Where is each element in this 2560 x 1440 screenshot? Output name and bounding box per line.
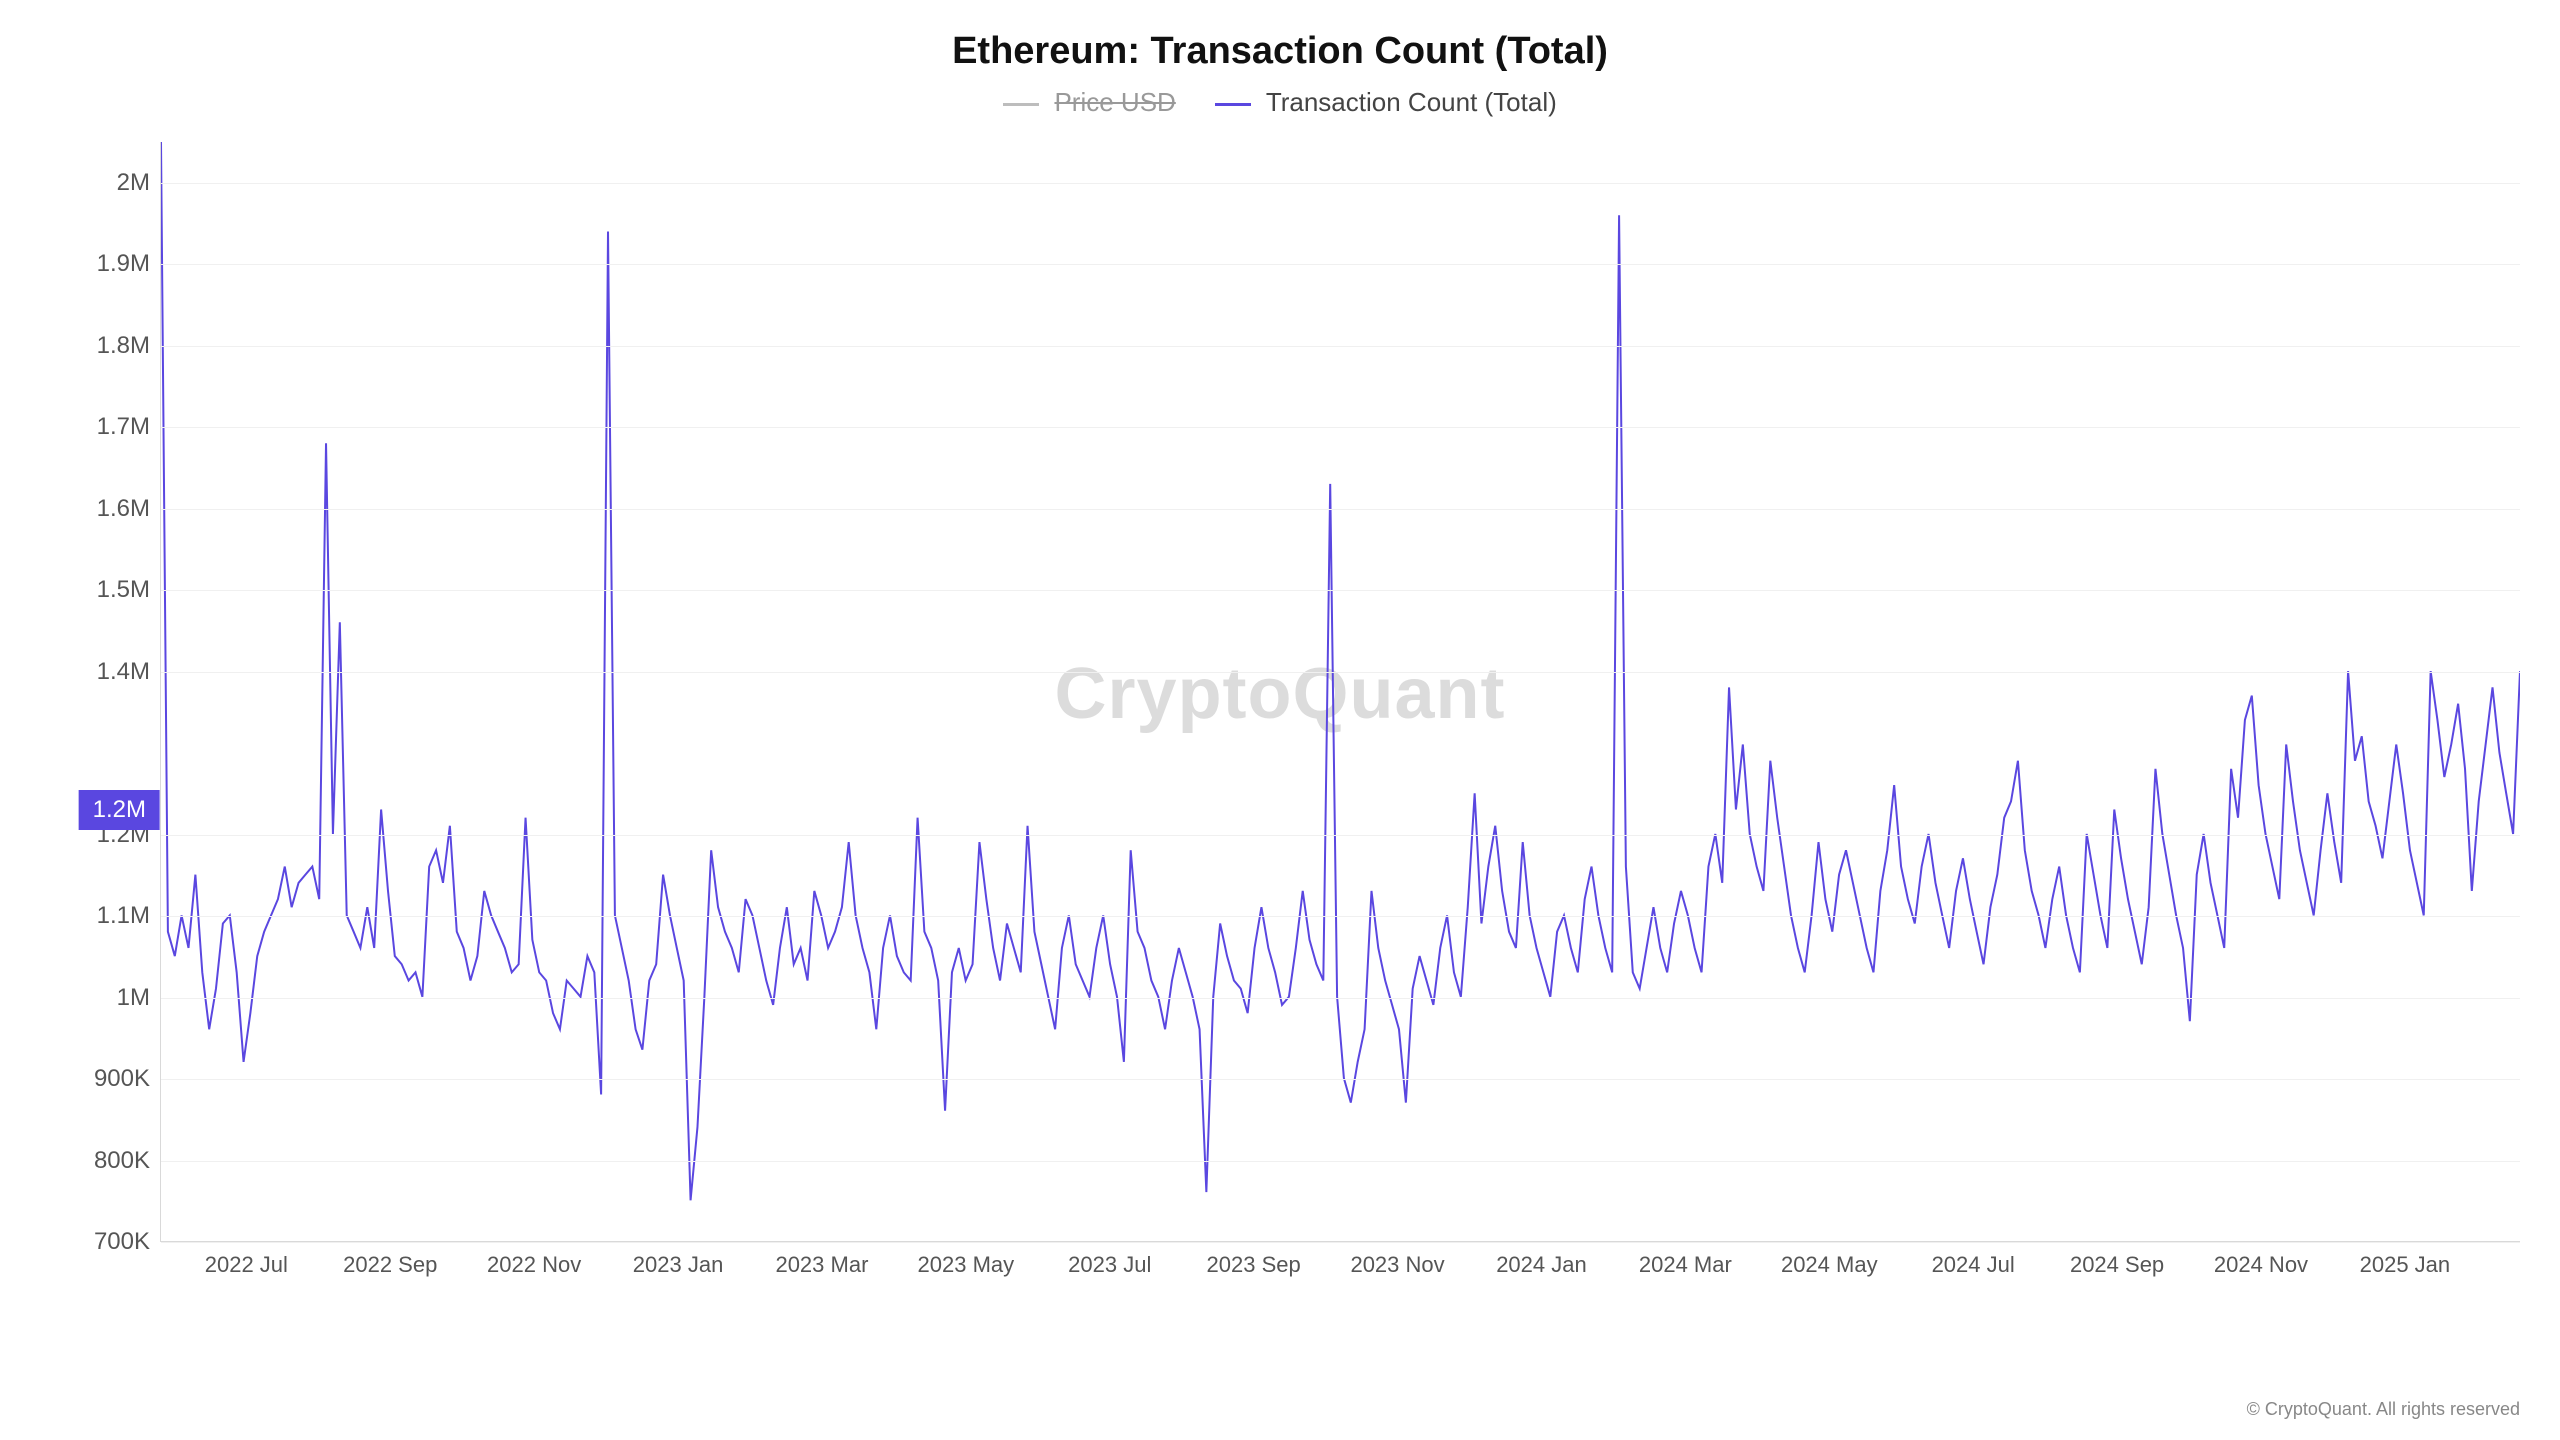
x-axis-label: 2022 Nov xyxy=(487,1252,581,1278)
y-axis-label: 1.7M xyxy=(50,413,150,441)
gridline xyxy=(161,672,2520,673)
x-axis-label: 2023 Nov xyxy=(1350,1252,1444,1278)
y-axis-marker: 1.2M xyxy=(79,790,160,830)
y-axis-label: 900K xyxy=(50,1065,150,1093)
gridline xyxy=(161,509,2520,510)
y-axis-label: 800K xyxy=(50,1147,150,1175)
gridline xyxy=(161,998,2520,999)
y-axis-label: 1.9M xyxy=(50,250,150,278)
gridline xyxy=(161,346,2520,347)
legend-swatch-tx xyxy=(1215,103,1251,106)
y-axis-label: 1.4M xyxy=(50,658,150,686)
gridline xyxy=(161,835,2520,836)
copyright: © CryptoQuant. All rights reserved xyxy=(2247,1399,2520,1420)
gridline xyxy=(161,1161,2520,1162)
gridline xyxy=(161,183,2520,184)
x-axis-label: 2023 May xyxy=(918,1252,1015,1278)
y-axis-label: 1.1M xyxy=(50,902,150,930)
plot-region[interactable] xyxy=(160,142,2520,1242)
line-series xyxy=(161,142,2520,1241)
x-axis-label: 2025 Jan xyxy=(2360,1252,2451,1278)
y-axis-label: 1.6M xyxy=(50,495,150,523)
legend-label-tx: Transaction Count (Total) xyxy=(1266,87,1557,117)
legend-item-price[interactable]: Price USD xyxy=(1003,87,1176,118)
y-axis-label: 1M xyxy=(50,984,150,1012)
gridline xyxy=(161,590,2520,591)
y-axis-label: 1.8M xyxy=(50,332,150,360)
legend-label-price: Price USD xyxy=(1054,87,1175,117)
x-axis-label: 2024 Mar xyxy=(1639,1252,1732,1278)
x-axis-label: 2023 Jan xyxy=(633,1252,724,1278)
gridline xyxy=(161,916,2520,917)
legend-swatch-price xyxy=(1003,103,1039,106)
x-axis-label: 2024 Jul xyxy=(1932,1252,2015,1278)
x-axis-label: 2023 Sep xyxy=(1207,1252,1301,1278)
x-axis-label: 2022 Sep xyxy=(343,1252,437,1278)
legend-item-tx-count[interactable]: Transaction Count (Total) xyxy=(1215,87,1557,118)
chart-area: CryptoQuant 700K800K900K1M1.1M1.2M1.4M1.… xyxy=(40,142,2520,1292)
x-axis-label: 2022 Jul xyxy=(205,1252,288,1278)
chart-legend: Price USD Transaction Count (Total) xyxy=(40,87,2520,118)
x-axis-label: 2024 May xyxy=(1781,1252,1878,1278)
x-axis-label: 2024 Jan xyxy=(1496,1252,1587,1278)
gridline xyxy=(161,427,2520,428)
gridline xyxy=(161,1079,2520,1080)
x-axis-label: 2024 Nov xyxy=(2214,1252,2308,1278)
x-axis-label: 2024 Sep xyxy=(2070,1252,2164,1278)
gridline xyxy=(161,264,2520,265)
y-axis-label: 2M xyxy=(50,169,150,197)
y-axis-label: 700K xyxy=(50,1228,150,1256)
gridline xyxy=(161,1242,2520,1243)
chart-title: Ethereum: Transaction Count (Total) xyxy=(40,30,2520,73)
x-axis-label: 2023 Mar xyxy=(775,1252,868,1278)
x-axis-label: 2023 Jul xyxy=(1068,1252,1151,1278)
y-axis-label: 1.5M xyxy=(50,576,150,604)
